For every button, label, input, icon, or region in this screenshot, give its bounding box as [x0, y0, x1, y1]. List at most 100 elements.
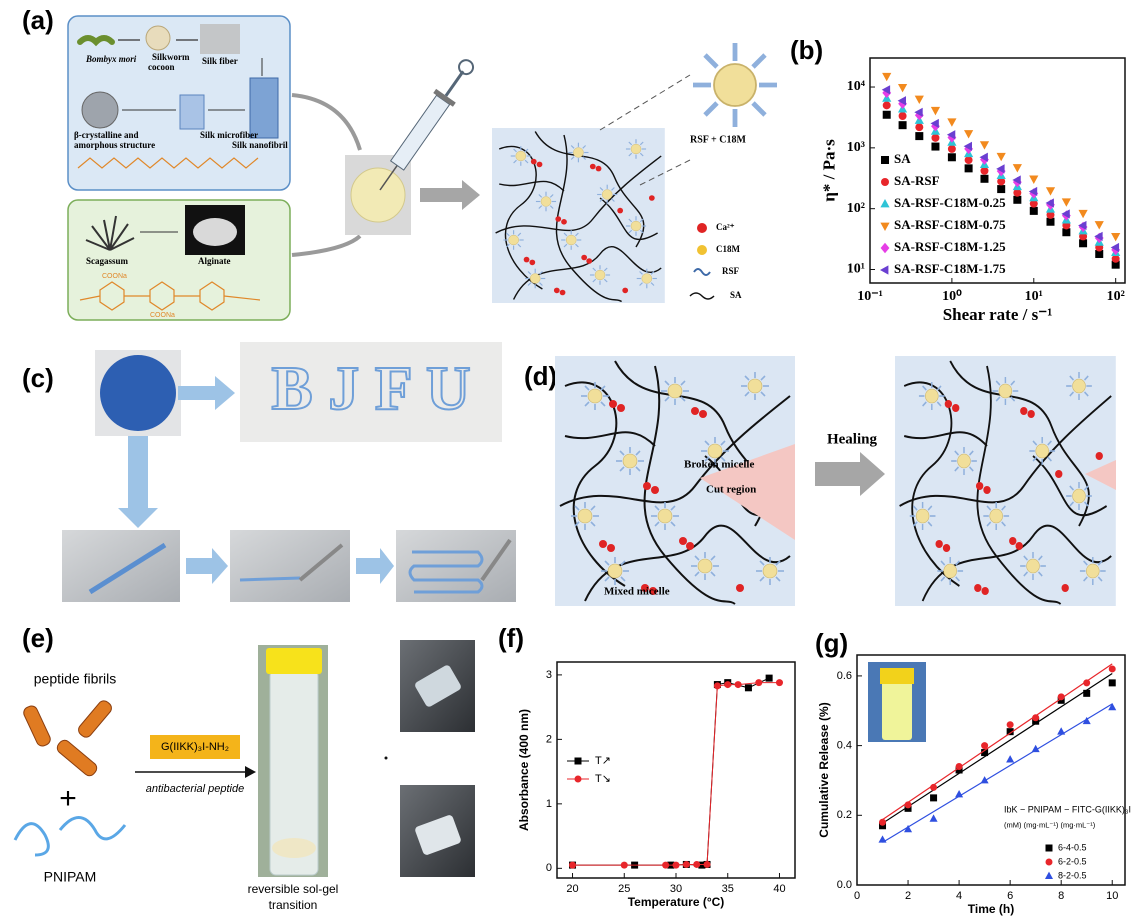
label: cocoon [148, 62, 175, 72]
decoration [150, 735, 240, 759]
data-point [1083, 689, 1091, 697]
data-point [1082, 716, 1091, 725]
legend-marker [880, 265, 889, 275]
data-point [879, 818, 887, 826]
data-point [713, 682, 721, 690]
legend-marker [1044, 871, 1054, 879]
data-point [898, 111, 907, 120]
legend-label: SA-RSF-C18M-1.75 [894, 261, 1006, 276]
data-point [904, 801, 912, 809]
y-tick-label: 1 [546, 798, 552, 810]
x-tick-label: 0 [854, 890, 860, 902]
legend-title: IbK − PNIPAM − FITC-G(IIKK)₃I [1004, 805, 1131, 815]
fit-line [882, 672, 1113, 824]
y-tick-label: 0.6 [837, 670, 852, 682]
y-tick-label: 0.2 [837, 809, 852, 821]
data-point [980, 174, 989, 183]
decoration [23, 700, 112, 777]
x-tick-label: 20 [566, 883, 578, 895]
decoration [415, 665, 461, 707]
data-point [980, 166, 989, 175]
label: Scagassum [86, 256, 129, 266]
decoration [67, 15, 291, 191]
data-point [947, 153, 956, 162]
decoration [193, 218, 237, 246]
data-point [1012, 164, 1022, 173]
legend-marker [881, 156, 889, 164]
label: COONa [102, 273, 127, 280]
decoration [245, 766, 256, 778]
legend-label: SA-RSF-C18M-1.25 [894, 239, 1006, 254]
data-point [904, 824, 913, 833]
decoration [697, 245, 707, 255]
data-point [947, 118, 957, 127]
plot-frame [556, 661, 796, 879]
data-point [724, 681, 732, 689]
x-tick-label: 2 [905, 890, 911, 902]
plot-frame [869, 57, 1126, 284]
data-point [947, 144, 956, 153]
decoration [240, 342, 502, 442]
decoration [384, 756, 388, 760]
decoration [23, 705, 51, 747]
decoration [433, 88, 456, 107]
decoration [100, 355, 176, 431]
y-axis-label: Absorbance (400 nm) [517, 709, 531, 831]
decoration [291, 93, 362, 151]
y-tick-label: 10⁴ [847, 79, 866, 94]
panel-label: (d) [524, 361, 557, 391]
data-point [1094, 221, 1104, 230]
decoration [230, 530, 350, 602]
inset-photo [868, 662, 926, 742]
data-point [929, 814, 938, 822]
decoration [480, 538, 512, 582]
plot-frame [856, 654, 1126, 886]
y-tick-label: 10¹ [847, 262, 865, 277]
decoration [697, 223, 707, 233]
data-point [1046, 210, 1055, 219]
label: RSF + C18M [690, 134, 746, 145]
data-point [1061, 198, 1071, 207]
data-point [662, 861, 670, 869]
label: transition [269, 898, 318, 912]
data-point [979, 141, 990, 150]
decoration [118, 436, 158, 528]
data-point [997, 185, 1006, 194]
x-tick-label: 10¹ [1025, 289, 1043, 304]
data-point [1057, 693, 1065, 701]
x-tick-label: 8 [1058, 890, 1064, 902]
legend-label: 6-2-0.5 [1058, 856, 1087, 866]
label: Cut region [706, 484, 756, 496]
legend-marker [1045, 858, 1053, 866]
legend-label: 8-2-0.5 [1058, 870, 1087, 880]
data-point [1013, 188, 1022, 197]
legend-marker [881, 178, 889, 186]
label: C18M [716, 244, 740, 254]
data-point [1108, 665, 1116, 673]
decoration [81, 91, 119, 129]
data-point [1012, 175, 1021, 185]
label: amorphous structure [74, 140, 155, 150]
decoration [199, 281, 225, 311]
data-point [997, 177, 1006, 186]
data-point [931, 142, 940, 151]
panel-label: (a) [22, 5, 54, 35]
decoration [79, 281, 261, 311]
data-point [755, 679, 763, 687]
data-point [1006, 755, 1015, 763]
data-point [1045, 187, 1056, 196]
decoration [492, 128, 665, 303]
label: peptide fibrils [34, 671, 117, 687]
data-point [955, 790, 964, 798]
decoration [291, 234, 362, 257]
y-tick-label: 0.4 [837, 740, 852, 752]
decoration [239, 576, 301, 582]
data-point [898, 121, 907, 130]
decoration [179, 94, 205, 130]
data-point [1006, 728, 1014, 736]
label: Silkworm [152, 52, 190, 62]
panel-label: (c) [22, 363, 54, 393]
y-tick-label: 2 [546, 733, 552, 745]
data-point [1045, 198, 1054, 208]
data-point [744, 684, 752, 692]
